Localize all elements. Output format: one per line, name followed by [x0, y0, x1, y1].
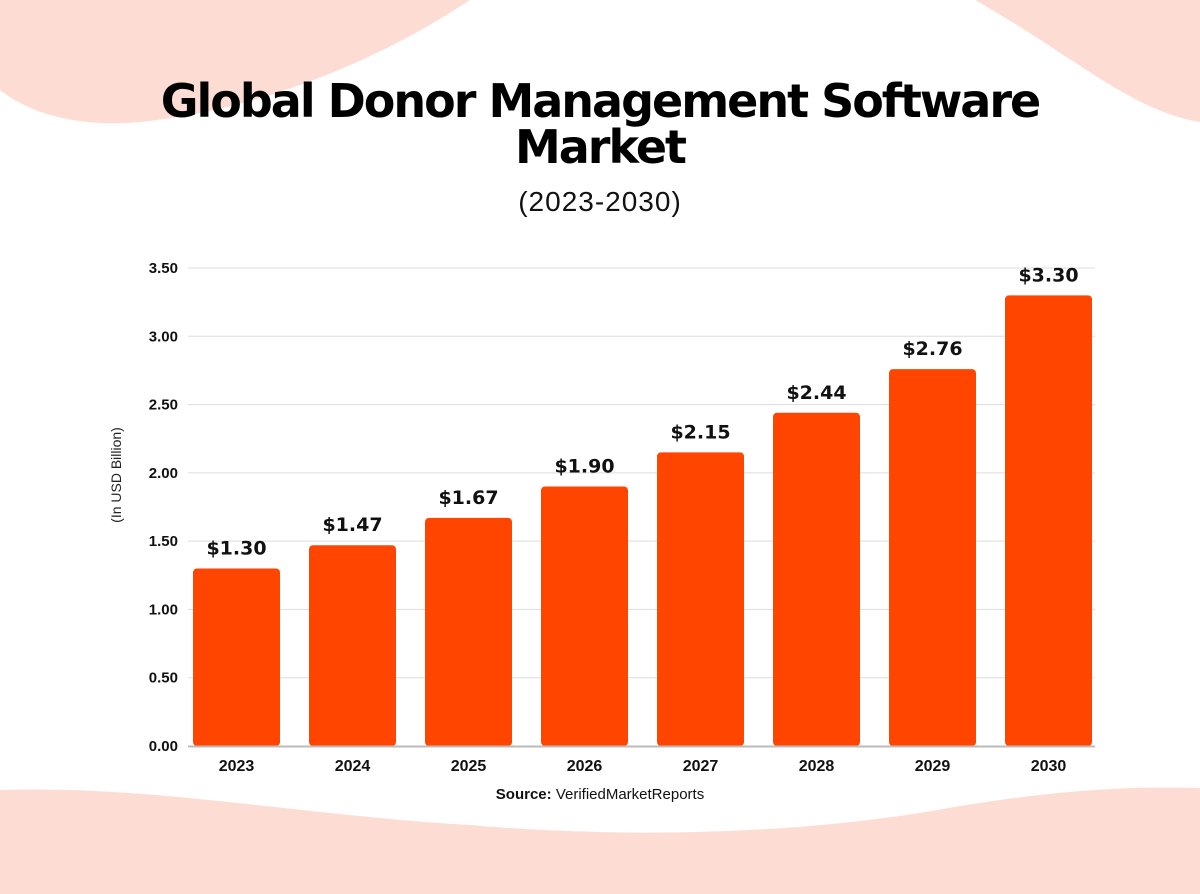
data-label: $1.90: [554, 456, 614, 478]
bar-2025: [425, 517, 512, 746]
bottom-wave: [0, 787, 1200, 894]
y-tick-label: 3.00: [149, 328, 178, 345]
data-label: $2.44: [786, 382, 846, 404]
y-tick-label: 2.50: [149, 397, 178, 414]
x-tick-label: 2024: [335, 758, 371, 775]
top-right-blob: [975, 0, 1200, 122]
x-tick-label: 2025: [451, 758, 487, 775]
y-tick-label: 1.50: [149, 533, 178, 550]
x-tick-label: 2029: [915, 758, 951, 775]
x-tick-label: 2023: [219, 758, 255, 775]
bar-2027: [657, 452, 744, 746]
data-label: $2.15: [670, 421, 730, 443]
x-tick-label: 2027: [683, 758, 719, 775]
data-label: $1.47: [322, 514, 382, 536]
y-tick-label: 3.50: [149, 260, 178, 277]
data-label: $2.76: [902, 338, 962, 360]
data-label: $3.30: [1018, 264, 1078, 286]
bar-2023: [193, 568, 280, 746]
x-tick-label: 2026: [567, 758, 603, 775]
chart-subtitle: (2023-2030): [518, 186, 682, 217]
chart-title-line2: Market: [514, 120, 687, 174]
x-tick-label: 2030: [1031, 758, 1067, 775]
bar-2029: [889, 369, 976, 746]
y-tick-label: 1.00: [149, 601, 178, 618]
chart-title-line1: Global Donor Management Software: [160, 74, 1041, 128]
data-label: $1.30: [206, 537, 266, 559]
y-tick-label: 2.00: [149, 465, 178, 482]
y-tick-label: 0.00: [149, 738, 178, 755]
y-tick-label: 0.50: [149, 670, 178, 687]
top-left-blob: [0, 0, 470, 124]
source-note: Source: VerifiedMarketReports: [0, 786, 1200, 803]
data-label: $1.67: [438, 487, 498, 509]
x-tick-label: 2028: [799, 758, 835, 775]
source-label: Source:: [495, 786, 552, 803]
source-value: VerifiedMarketReports: [555, 786, 705, 803]
bar-2028: [773, 412, 860, 746]
y-axis-label: (In USD Billion): [108, 427, 124, 523]
bar-2026: [541, 486, 628, 746]
bar-2030: [1005, 295, 1092, 746]
bar-2024: [309, 545, 396, 746]
